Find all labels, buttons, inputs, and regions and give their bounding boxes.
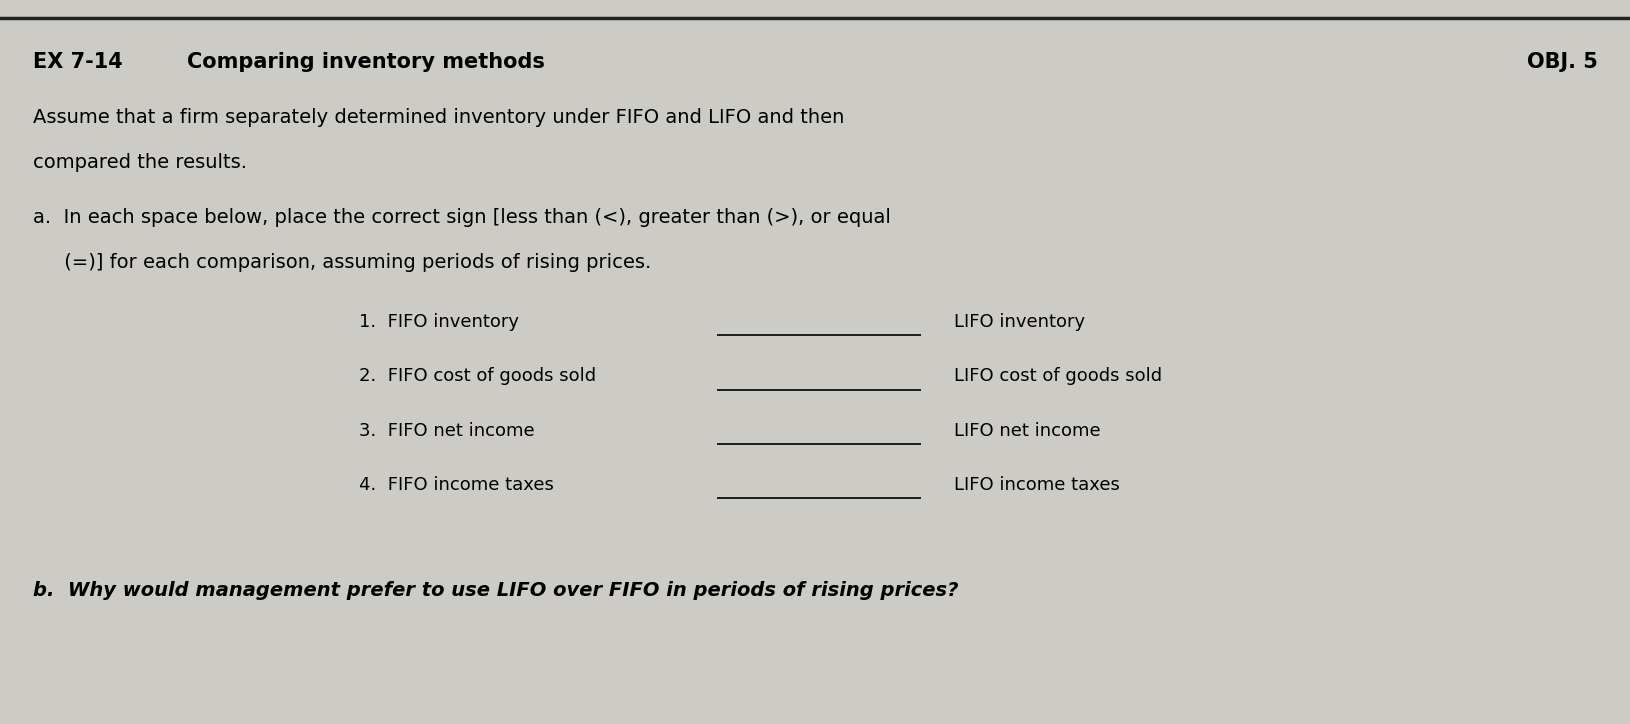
- Text: EX 7-14: EX 7-14: [33, 51, 122, 72]
- Text: a.  In each space below, place the correct sign [less than (<), greater than (>): a. In each space below, place the correc…: [33, 208, 890, 227]
- Text: 4.  FIFO income taxes: 4. FIFO income taxes: [359, 476, 554, 494]
- Text: 1.  FIFO inventory: 1. FIFO inventory: [359, 313, 518, 331]
- Text: LIFO inventory: LIFO inventory: [954, 313, 1084, 331]
- Text: compared the results.: compared the results.: [33, 153, 246, 172]
- Text: (=)] for each comparison, assuming periods of rising prices.: (=)] for each comparison, assuming perio…: [33, 253, 650, 272]
- Text: LIFO net income: LIFO net income: [954, 422, 1100, 439]
- Text: Assume that a firm separately determined inventory under FIFO and LIFO and then: Assume that a firm separately determined…: [33, 108, 844, 127]
- Text: 2.  FIFO cost of goods sold: 2. FIFO cost of goods sold: [359, 368, 595, 385]
- Text: LIFO income taxes: LIFO income taxes: [954, 476, 1120, 494]
- Text: 3.  FIFO net income: 3. FIFO net income: [359, 422, 535, 439]
- Text: LIFO cost of goods sold: LIFO cost of goods sold: [954, 368, 1162, 385]
- Text: Comparing inventory methods: Comparing inventory methods: [187, 51, 546, 72]
- Text: OBJ. 5: OBJ. 5: [1527, 51, 1597, 72]
- Text: b.  Why would management prefer to use LIFO over FIFO in periods of rising price: b. Why would management prefer to use LI…: [33, 581, 958, 599]
